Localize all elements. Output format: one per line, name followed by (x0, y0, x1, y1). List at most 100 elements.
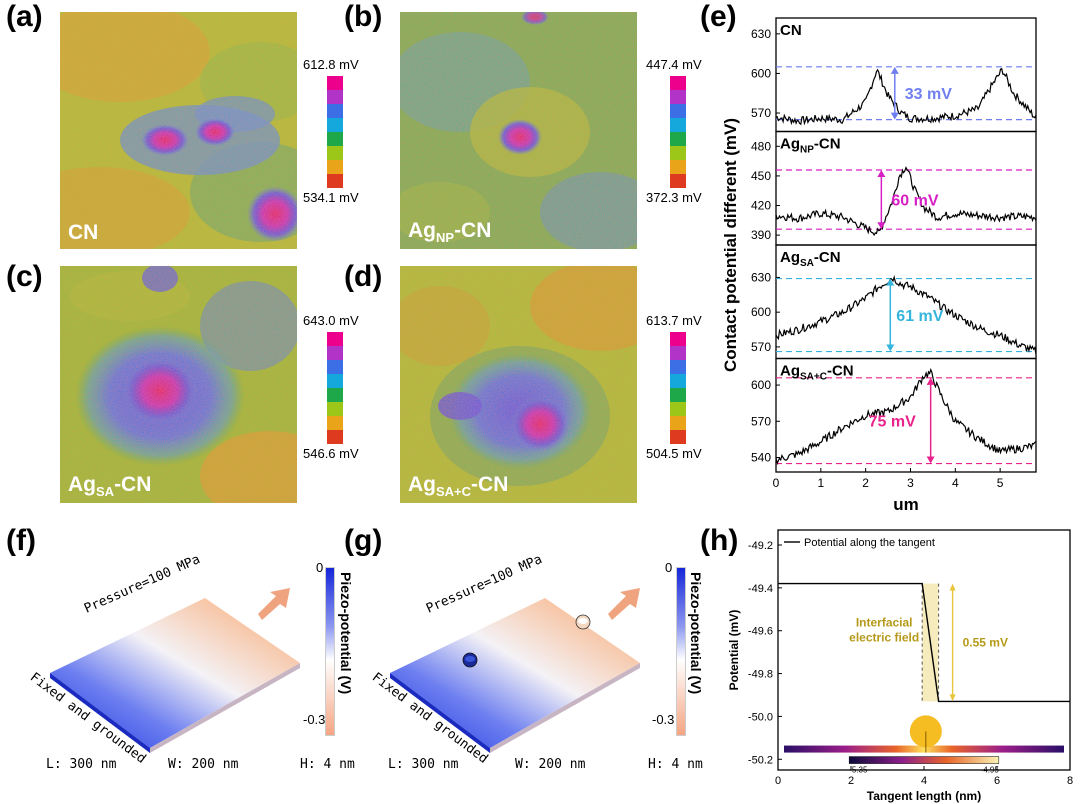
legend-label: Potential along the tangent (804, 537, 935, 549)
colorbar-swatch (327, 388, 343, 402)
kpfm-map-agsa-image (60, 266, 297, 503)
kpfm-map-agsac-image (400, 266, 637, 503)
map-caption-agsa: AgSA-CN (68, 472, 152, 499)
small-colorbar-max: -4.95 (981, 766, 1000, 775)
arrow-head (877, 169, 886, 177)
colorbar-swatch (670, 132, 686, 146)
x-axis-label: um (893, 495, 919, 514)
y-tick-label: 600 (751, 66, 771, 80)
annotation-label: 61 mV (896, 308, 943, 325)
arrow-head (886, 278, 895, 286)
y-tick-label: 600 (751, 305, 771, 319)
piezo-sim-f (50, 588, 300, 753)
colorbar-b-max: 447.4 mV (646, 57, 702, 72)
colorbar-d-max: 613.7 mV (646, 313, 702, 328)
dim-w-g: W: 200 nm (515, 757, 586, 772)
colorbar-swatch (670, 402, 686, 416)
y-tick-label: 570 (751, 414, 771, 428)
colorbar-swatch (327, 104, 343, 118)
data-line (775, 67, 1037, 126)
plate-side-right (490, 663, 640, 753)
piezo-cbar-bottom-f: -0.3 (303, 712, 326, 727)
panel-label-c: (c) (6, 260, 43, 293)
y-tick-label: 540 (751, 451, 771, 465)
subplot-frame (775, 357, 1037, 473)
arrow-head (877, 222, 886, 230)
colorbar-c (327, 332, 343, 444)
panel-label-b: (b) (344, 0, 383, 33)
subplot-name: AgSA+C-CN (780, 363, 854, 383)
kpfm-map-cn-image (60, 12, 297, 249)
y-tick-label: -49.2 (748, 540, 773, 552)
kpfm-map-cn: CN (60, 12, 297, 249)
colorbar-swatch (670, 160, 686, 174)
y-tick-label: -49.4 (748, 583, 773, 595)
x-tick-label: 3 (907, 476, 914, 490)
colorbar-c-max: 643.0 mV (303, 313, 359, 328)
colorbar-swatch (327, 416, 343, 430)
y-axis-label: Potential (mV) (727, 610, 741, 691)
small-colorbar (848, 756, 1000, 764)
piezo-sim-g (390, 588, 640, 753)
colorbar-a-max: 612.8 mV (303, 57, 359, 72)
ag-cluster-left (462, 652, 478, 668)
colorbar-swatch (327, 132, 343, 146)
kpfm-map-agsa: AgSA-CN (60, 266, 297, 503)
colorbar-swatch (327, 332, 343, 346)
colorbar-swatch (327, 160, 343, 174)
map-caption-cn: CN (68, 221, 99, 244)
colorbar-swatch (327, 90, 343, 104)
panel-label-a: (a) (6, 0, 43, 33)
piezo-colorbar-f (325, 567, 335, 736)
colorbar-swatch (327, 76, 343, 90)
x-axis-label: Tangent length (nm) (867, 789, 981, 803)
x-tick-label: 2 (862, 476, 869, 490)
x-tick-label: 4 (921, 775, 927, 787)
panel-label-d: (d) (344, 260, 383, 293)
subplot-name: AgSA-CN (780, 249, 841, 269)
colorbar-a-min: 534.1 mV (303, 190, 359, 205)
x-tick-label: 0 (775, 775, 781, 787)
piezo-cbar-top-g: 0 (665, 560, 673, 575)
annotation-label: 75 mV (869, 414, 916, 431)
y-tick-label: 390 (751, 228, 771, 242)
y-tick-label: 570 (751, 106, 771, 120)
x-tick-label: 1 (817, 476, 824, 490)
kpfm-map-agnp-image (400, 12, 637, 249)
map-caption-agsac: AgSA+C-CN (408, 472, 509, 499)
y-tick-label: 570 (751, 340, 771, 354)
data-line (775, 367, 1037, 466)
x-tick-label: 8 (1067, 775, 1073, 787)
arrow-head (949, 583, 956, 591)
panel-label-g: (g) (344, 524, 383, 557)
y-tick-label: 480 (751, 139, 771, 153)
dim-w-f: W: 200 nm (168, 757, 239, 772)
x-tick-label: 5 (997, 476, 1004, 490)
dim-h-f: H: 4 nm (300, 757, 355, 772)
colorbar-swatch (670, 430, 686, 444)
y-axis-label: Contact potential different (mV) (721, 118, 740, 372)
dim-h-g: H: 4 nm (648, 757, 703, 772)
colorbar-swatch (670, 332, 686, 346)
piezo-cbar-title-g: Piezo-potential (V) (688, 572, 704, 695)
colorbar-swatch (327, 430, 343, 444)
y-tick-label: -49.8 (748, 669, 773, 681)
colorbar-a (327, 76, 343, 188)
plate-top (50, 598, 300, 748)
colorbar-swatch (670, 76, 686, 90)
y-tick-label: -50.2 (748, 754, 773, 766)
x-tick-label: 6 (994, 775, 1000, 787)
y-tick-label: 420 (751, 199, 771, 213)
colorbar-swatch (670, 360, 686, 374)
piezo-cbar-title-f: Piezo-potential (V) (338, 572, 354, 695)
colorbar-b-min: 372.3 mV (646, 190, 702, 205)
plate-side-right (150, 663, 300, 753)
y-tick-label: 630 (751, 270, 771, 284)
kpfm-map-agsac: AgSA+C-CN (400, 266, 637, 503)
annotation-text: electric field (849, 630, 919, 644)
dim-l-g: L: 300 nm (388, 757, 459, 772)
annotation-label: 33 mV (905, 86, 952, 103)
colorbar-swatch (327, 360, 343, 374)
panel-label-e: (e) (700, 0, 737, 33)
